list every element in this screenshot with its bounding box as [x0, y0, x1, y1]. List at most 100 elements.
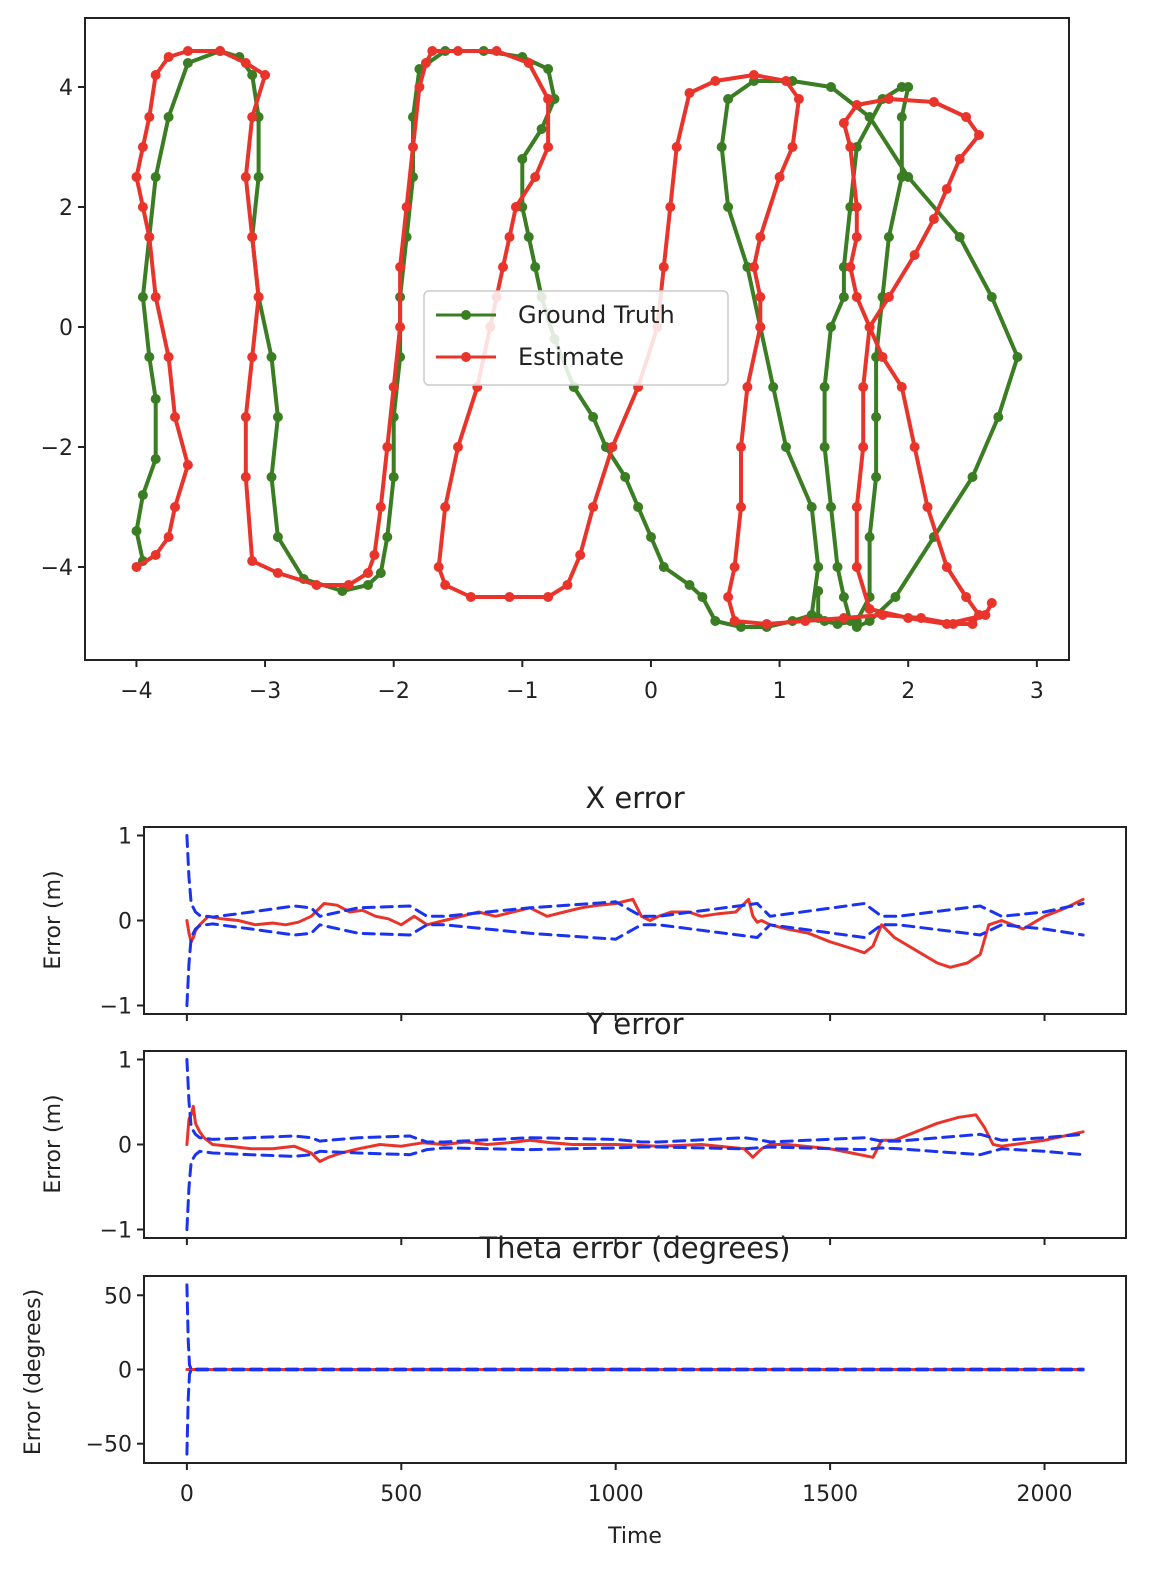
data-point — [137, 142, 148, 152]
y-tick-label: 1 — [118, 1049, 132, 1074]
y-error-ylabel: Error (m) — [41, 1094, 66, 1193]
legend-marker-ground-truth — [461, 310, 471, 320]
data-point — [813, 562, 824, 572]
data-point — [781, 76, 791, 86]
axis-ticks: −4 −2 0 2 4 −4 −3 −2 −1 0 1 2 3 — [41, 76, 1044, 704]
data-point — [420, 58, 431, 68]
data-point — [716, 142, 727, 152]
data-point — [781, 442, 791, 452]
data-point — [877, 352, 888, 362]
data-point — [748, 262, 759, 272]
data-point — [498, 262, 508, 272]
data-point — [272, 568, 283, 578]
data-point — [414, 82, 425, 92]
data-point — [247, 556, 258, 566]
data-point — [858, 442, 869, 452]
data-point — [961, 592, 972, 602]
data-point — [536, 124, 547, 134]
data-point — [1012, 352, 1023, 362]
x-tick-label: −2 — [377, 679, 409, 704]
data-point — [922, 502, 933, 512]
legend-label-ground-truth: Ground Truth — [518, 301, 675, 329]
series-line-upper-bound — [185, 1283, 1085, 1371]
data-point — [684, 88, 695, 98]
data-point — [182, 58, 193, 68]
data-point — [903, 613, 914, 623]
data-point — [961, 112, 972, 122]
series-line-estimate — [134, 49, 994, 626]
data-point — [986, 292, 997, 302]
data-point — [440, 580, 451, 590]
series-line-ground-truth — [134, 49, 1020, 629]
data-point — [382, 442, 393, 452]
x-tick-label: −3 — [249, 679, 281, 704]
data-point — [826, 322, 836, 332]
series-line-upper-bound — [185, 1058, 1085, 1144]
x-tick-label: 2000 — [1017, 1482, 1073, 1507]
y-tick-label: 50 — [104, 1284, 132, 1309]
data-point — [182, 46, 193, 56]
data-point — [247, 352, 258, 362]
data-point — [253, 292, 264, 302]
data-point — [851, 502, 862, 512]
legend-box — [423, 290, 729, 386]
data-point — [819, 382, 830, 392]
data-point — [150, 70, 161, 80]
data-point — [742, 382, 753, 392]
legend-marker-estimate — [461, 352, 471, 362]
series-line-error — [185, 1104, 1085, 1163]
data-point — [800, 616, 811, 626]
data-point — [819, 442, 830, 452]
data-point — [755, 232, 766, 242]
x-tick-label: 2 — [901, 679, 915, 704]
data-point — [543, 142, 554, 152]
data-point — [247, 70, 258, 80]
data-point — [967, 472, 978, 482]
data-point — [967, 619, 978, 629]
data-point — [408, 142, 418, 152]
data-point — [858, 382, 869, 392]
data-point — [311, 580, 322, 590]
data-point — [150, 292, 161, 302]
x-tick-label: −4 — [120, 679, 152, 704]
data-point — [723, 202, 734, 212]
data-point — [871, 412, 882, 422]
data-point — [928, 97, 939, 107]
data-point — [986, 598, 997, 608]
data-point — [993, 412, 1004, 422]
data-point — [832, 562, 843, 572]
series-line-lower-bound — [185, 1368, 1085, 1456]
data-point — [240, 412, 251, 422]
data-point — [896, 172, 907, 182]
data-point — [658, 262, 669, 272]
y-tick-label: 1 — [118, 825, 132, 850]
data-point — [883, 94, 894, 104]
y-tick-label: 2 — [59, 196, 73, 221]
data-point — [864, 616, 875, 626]
data-point — [523, 232, 534, 242]
data-point — [729, 616, 740, 626]
y-tick-label: −4 — [41, 556, 73, 581]
data-point — [941, 562, 952, 572]
data-point — [272, 412, 283, 422]
data-point — [337, 586, 348, 596]
data-point — [150, 394, 161, 404]
data-point — [343, 580, 354, 590]
data-point — [170, 502, 180, 512]
data-point — [253, 172, 264, 182]
data-point — [941, 184, 952, 194]
data-point — [736, 622, 746, 632]
y-tick-label: 0 — [59, 316, 73, 341]
x-tick-label: 0 — [180, 1482, 194, 1507]
x-tick-label: 3 — [1030, 679, 1044, 704]
data-point — [851, 562, 862, 572]
data-point — [150, 172, 161, 182]
series-line-lower-bound — [185, 922, 1085, 1007]
data-point — [170, 412, 180, 422]
data-point — [272, 532, 283, 542]
data-point — [883, 232, 894, 242]
data-point — [427, 46, 438, 56]
data-point — [543, 94, 554, 104]
x-tick-label: −1 — [506, 679, 538, 704]
data-point — [658, 562, 669, 572]
